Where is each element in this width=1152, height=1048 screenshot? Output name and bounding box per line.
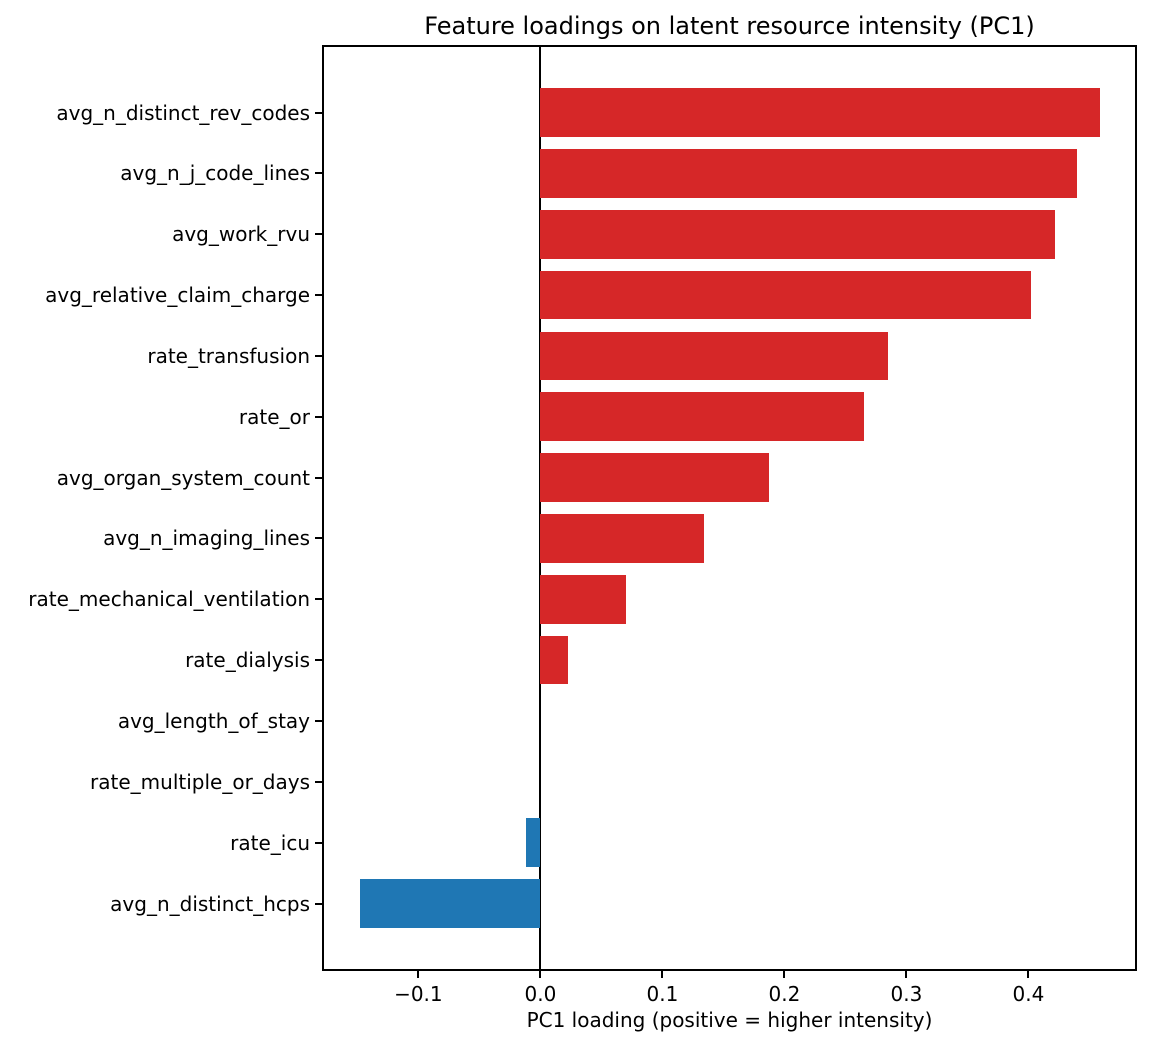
zero-axis-line: [539, 45, 542, 971]
x-tick-mark: [417, 971, 420, 978]
y-tick-mark: [315, 172, 322, 175]
bar-avg_n_j_code_lines: [540, 149, 1078, 198]
y-tick-label: rate_mechanical_ventilation: [28, 587, 310, 612]
bar-avg_relative_claim_charge: [540, 270, 1031, 320]
y-tick-label: avg_organ_system_count: [56, 465, 310, 490]
chart-title: Feature loadings on latent resource inte…: [424, 12, 1035, 40]
y-tick-label: rate_multiple_or_days: [90, 769, 310, 794]
y-tick-mark: [315, 719, 322, 722]
x-tick-mark: [1027, 971, 1030, 978]
y-tick-mark: [315, 233, 322, 236]
y-tick-mark: [315, 659, 322, 662]
y-tick-label: avg_length_of_stay: [117, 708, 310, 733]
bar-avg_n_distinct_hcps: [359, 879, 541, 928]
y-tick-mark: [315, 537, 322, 540]
y-tick-label: rate_or: [238, 404, 310, 429]
x-tick-mark: [905, 971, 908, 978]
y-tick-label: avg_n_j_code_lines: [120, 161, 310, 186]
bar-avg_n_imaging_lines: [540, 514, 704, 563]
y-tick-label: avg_relative_claim_charge: [45, 283, 310, 308]
y-tick-label: avg_n_distinct_hcps: [110, 891, 310, 916]
y-tick-label: avg_n_distinct_rev_codes: [56, 100, 310, 125]
y-tick-label: avg_n_imaging_lines: [103, 526, 310, 551]
x-tick-label: −0.1: [394, 982, 443, 1006]
x-tick-label: 0.3: [890, 982, 923, 1006]
y-tick-mark: [315, 415, 322, 418]
y-tick-mark: [315, 902, 322, 905]
y-tick-mark: [315, 294, 322, 297]
y-tick-mark: [315, 111, 322, 114]
x-tick-label: 0.0: [524, 982, 557, 1006]
y-tick-mark: [315, 780, 322, 783]
bar-rate_dialysis: [540, 635, 569, 685]
bar-avg_organ_system_count: [540, 453, 769, 502]
plot-area: [322, 45, 1137, 971]
x-tick-label: 0.4: [1012, 982, 1045, 1006]
y-tick-mark: [315, 476, 322, 479]
y-tick-mark: [315, 841, 322, 844]
y-tick-mark: [315, 354, 322, 357]
x-tick-label: 0.1: [646, 982, 679, 1006]
y-tick-mark: [315, 598, 322, 601]
bar-rate_transfusion: [540, 331, 889, 381]
x-tick-label: 0.2: [768, 982, 801, 1006]
bar-rate_icu: [525, 818, 541, 867]
x-axis-label: PC1 loading (positive = higher intensity…: [526, 1008, 933, 1032]
bar-rate_mechanical_ventilation: [540, 574, 626, 624]
bar-avg_n_distinct_rev_codes: [540, 88, 1101, 137]
y-tick-label: rate_icu: [230, 830, 310, 855]
x-tick-mark: [539, 971, 542, 978]
x-tick-mark: [783, 971, 786, 978]
x-tick-mark: [661, 971, 664, 978]
y-tick-label: avg_work_rvu: [172, 222, 310, 247]
y-tick-label: rate_dialysis: [185, 648, 310, 673]
y-tick-label: rate_transfusion: [147, 343, 310, 368]
bar-avg_work_rvu: [540, 209, 1056, 259]
bar-rate_or: [540, 392, 864, 442]
